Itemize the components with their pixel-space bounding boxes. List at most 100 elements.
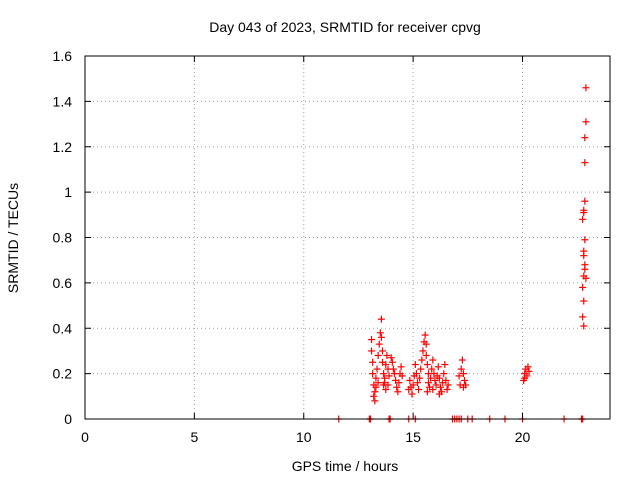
y-tick-label: 0: [64, 411, 72, 427]
data-point: [375, 340, 383, 348]
data-point: [435, 390, 443, 398]
data-point: [581, 159, 589, 167]
data-point: [581, 197, 589, 205]
data-point: [388, 358, 396, 366]
data-point: [369, 370, 377, 378]
data-point: [422, 351, 430, 359]
x-axis-title: GPS time / hours: [292, 458, 399, 474]
data-point: [393, 383, 401, 391]
data-point: [581, 134, 589, 142]
data-point: [406, 376, 414, 384]
y-tick-label: 0.4: [53, 320, 73, 336]
data-point: [435, 374, 443, 382]
data-point: [581, 265, 589, 273]
y-tick-label: 0.8: [53, 230, 73, 246]
data-point: [377, 333, 385, 341]
data-point: [459, 370, 467, 378]
data-point: [521, 374, 529, 382]
data-point: [398, 372, 406, 380]
data-point: [418, 356, 426, 364]
data-point: [580, 297, 588, 305]
data-point: [416, 374, 424, 382]
data-point: [374, 351, 382, 359]
x-tick-labels: 0 5 10 15 20: [81, 429, 530, 445]
y-axis-title: SRMTID / TECUs: [5, 183, 21, 293]
data-point: [371, 388, 379, 396]
data-point: [457, 365, 465, 373]
data-point: [428, 365, 436, 373]
data-point: [525, 367, 533, 375]
data-point: [372, 374, 380, 382]
data-point: [582, 84, 590, 92]
data-point: [412, 370, 420, 378]
axis-ticks: [84, 55, 610, 420]
data-point: [397, 363, 405, 371]
data-point: [582, 118, 590, 126]
data-point: [377, 315, 385, 323]
data-point: [385, 372, 393, 380]
data-point: [384, 381, 392, 389]
data-point: [442, 376, 450, 384]
data-point: [459, 383, 467, 391]
data-point: [429, 356, 437, 364]
data-point: [444, 381, 452, 389]
data-point: [579, 313, 587, 321]
data-point: [422, 340, 430, 348]
data-point: [370, 392, 378, 400]
y-tick-labels: 0 0.2 0.4 0.6 0.8 1 1.2 1.4 1.6: [53, 48, 73, 427]
data-point: [408, 390, 416, 398]
data-point: [441, 361, 449, 369]
x-tick-label: 20: [515, 429, 531, 445]
data-point: [455, 372, 463, 380]
data-point: [440, 370, 448, 378]
grid-lines: [85, 56, 610, 419]
data-point: [376, 329, 384, 337]
data-point: [380, 370, 388, 378]
data-point: [421, 331, 429, 339]
chart-title: Day 043 of 2023, SRMTID for receiver cpv…: [209, 19, 481, 35]
data-point: [419, 347, 427, 355]
data-point: [580, 247, 588, 255]
data-point: [414, 379, 421, 387]
data-point: [443, 386, 451, 394]
data-point: [434, 363, 442, 371]
data-point: [424, 379, 432, 387]
x-tick-label: 0: [81, 429, 89, 445]
data-point: [382, 386, 390, 394]
data-point: [374, 379, 382, 387]
y-tick-label: 1.2: [53, 139, 73, 155]
data-point: [411, 361, 419, 369]
data-point: [429, 386, 437, 394]
data-points: [335, 84, 590, 423]
data-point: [432, 381, 440, 389]
y-tick-label: 0.2: [53, 366, 73, 382]
data-point: [581, 236, 589, 244]
data-point: [423, 388, 431, 396]
data-point: [383, 351, 391, 359]
y-tick-label: 1: [64, 184, 72, 200]
data-point: [371, 397, 379, 405]
data-point: [373, 365, 381, 373]
x-tick-label: 5: [190, 429, 198, 445]
data-point: [389, 365, 397, 373]
data-point: [387, 354, 395, 362]
y-tick-label: 1.6: [53, 48, 73, 64]
data-point: [427, 374, 435, 382]
data-point: [409, 381, 417, 389]
data-point: [394, 388, 402, 396]
data-point: [524, 363, 532, 371]
y-tick-label: 0.6: [53, 275, 73, 291]
data-point: [379, 347, 386, 355]
data-point: [580, 322, 588, 330]
data-point: [582, 274, 590, 282]
data-point: [431, 376, 439, 384]
data-point: [368, 347, 376, 355]
data-point: [423, 361, 431, 369]
x-tick-label: 10: [296, 429, 312, 445]
data-point: [436, 383, 444, 391]
data-point: [461, 376, 469, 384]
data-point: [382, 361, 390, 369]
data-point: [372, 383, 380, 391]
